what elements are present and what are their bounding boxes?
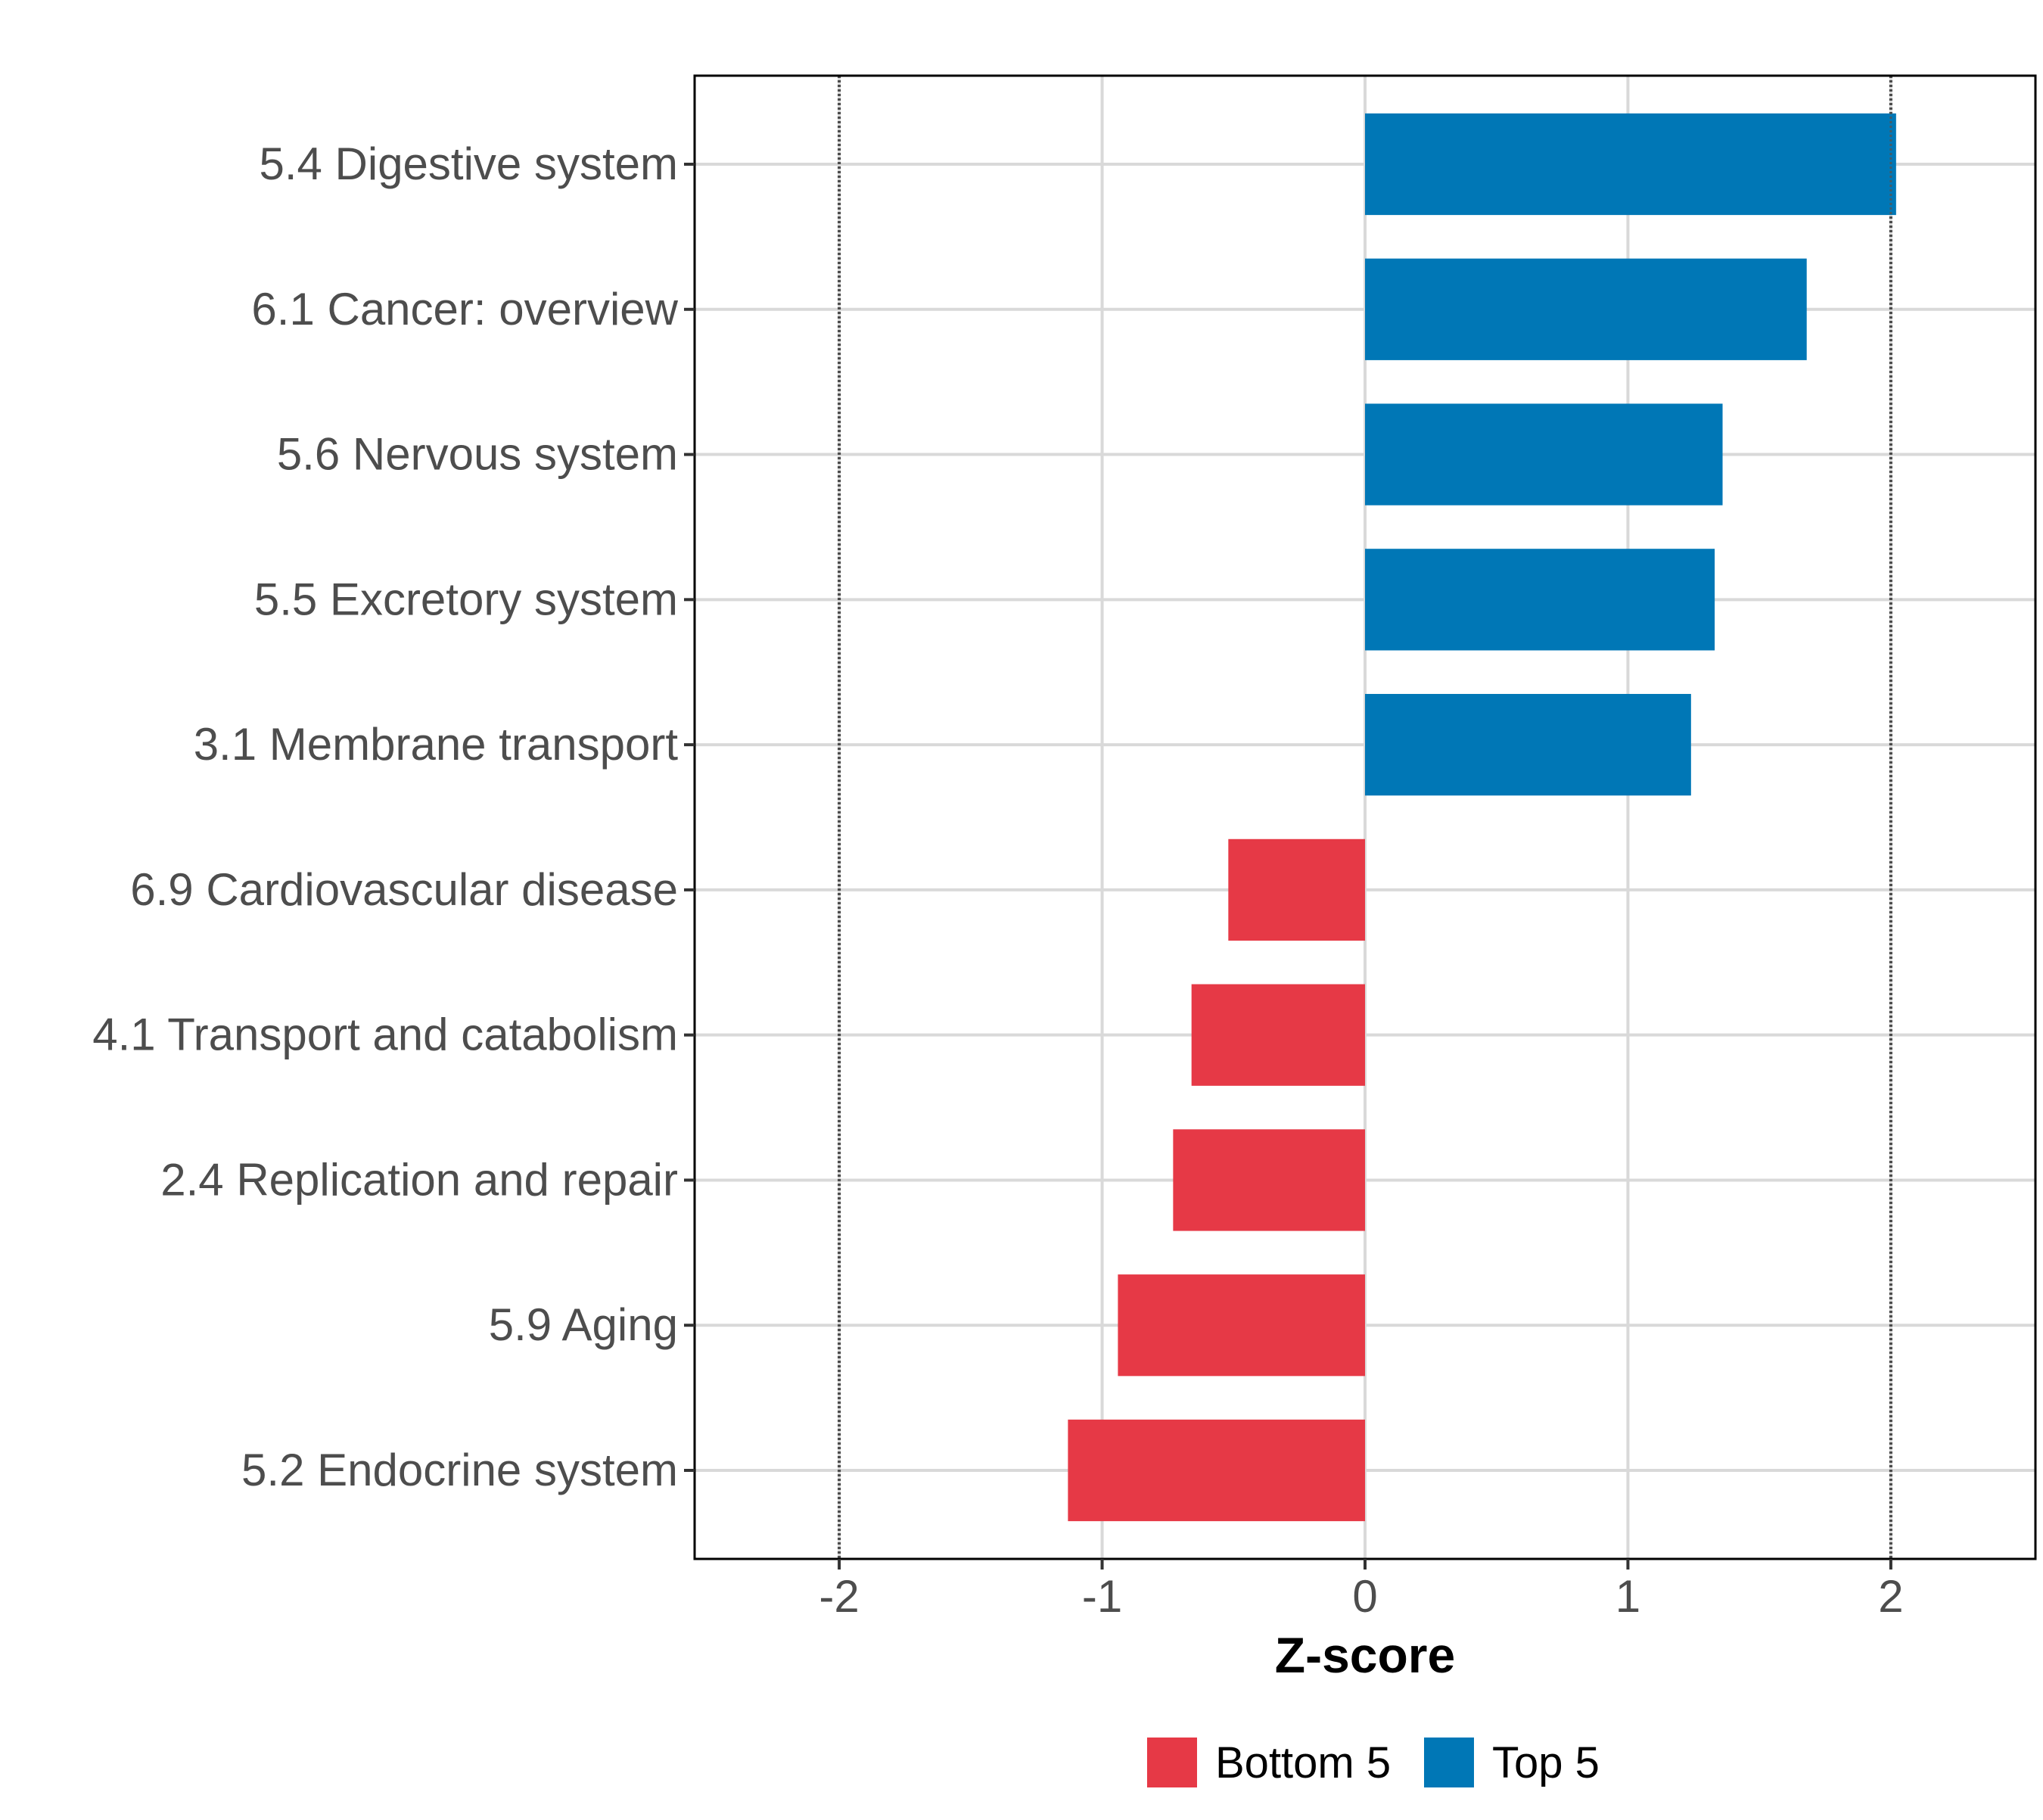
- bar: [1191, 984, 1365, 1086]
- legend-label: Bottom 5: [1215, 1738, 1391, 1787]
- x-tick-label: 0: [1352, 1571, 1377, 1622]
- bar: [1365, 113, 1896, 216]
- bars: [838, 76, 1896, 1559]
- y-tick-label: 3.1 Membrane transport: [194, 719, 679, 770]
- y-tick-label: 5.9 Aging: [489, 1299, 678, 1350]
- bar: [1365, 693, 1691, 796]
- y-tick-label: 6.9 Cardiovascular disease: [130, 864, 678, 915]
- x-tick-label: -1: [1082, 1571, 1122, 1622]
- x-tick-label: -2: [819, 1571, 859, 1622]
- x-axis: -2 -1 0 1 2: [819, 1559, 1904, 1622]
- bar: [1365, 258, 1807, 360]
- y-tick-label: 5.5 Excretory system: [254, 574, 678, 624]
- bar: [1173, 1129, 1365, 1231]
- legend-label: Top 5: [1492, 1738, 1600, 1787]
- legend: Bottom 5 Top 5: [1147, 1738, 1600, 1787]
- bar: [1365, 549, 1715, 651]
- bar: [1118, 1274, 1365, 1377]
- x-tick-label: 1: [1615, 1571, 1640, 1622]
- x-axis-title: Z-score: [1275, 1627, 1455, 1683]
- bar: [1365, 403, 1723, 506]
- y-tick-label: 5.2 Endocrine system: [241, 1445, 678, 1495]
- y-tick-label: 5.6 Nervous system: [277, 429, 678, 480]
- y-axis: 5.4 Digestive system 6.1 Cancer: overview…: [92, 138, 695, 1495]
- legend-swatch: [1147, 1738, 1197, 1787]
- x-tick-label: 2: [1878, 1571, 1903, 1622]
- y-tick-label: 4.1 Transport and catabolism: [92, 1010, 678, 1060]
- bar: [1228, 838, 1365, 941]
- y-tick-label: 5.4 Digestive system: [259, 138, 678, 189]
- legend-swatch: [1424, 1738, 1474, 1787]
- bar: [1068, 1419, 1365, 1522]
- y-tick-label: 2.4 Replication and repair: [160, 1154, 678, 1205]
- y-tick-label: 6.1 Cancer: overview: [251, 284, 678, 334]
